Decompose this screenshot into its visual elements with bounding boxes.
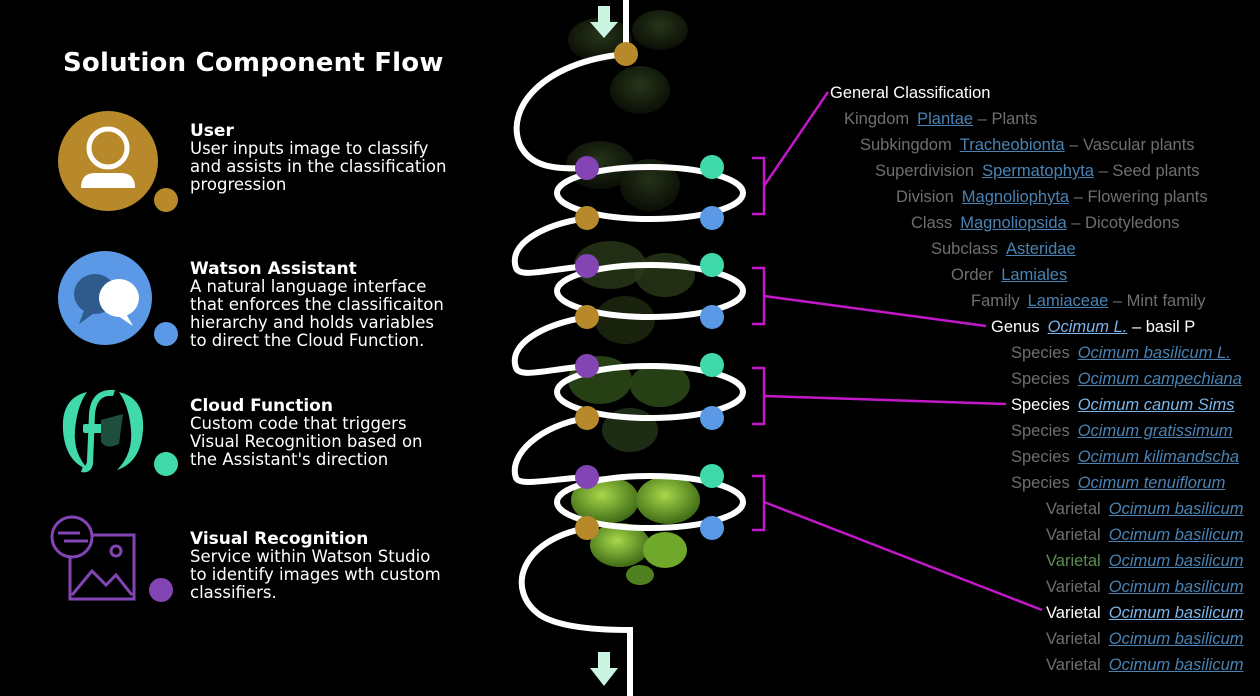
taxon-link[interactable]: Tracheobionta (959, 136, 1065, 154)
taxon-link[interactable]: Ocimum tenuiflorum (1077, 474, 1226, 492)
component-name: User (190, 121, 234, 141)
taxonomy-row-family: Family Lamiaceae – Mint family (971, 292, 1206, 310)
component-description: A natural language interface that enforc… (190, 277, 444, 350)
component-name: Visual Recognition (190, 529, 369, 549)
top-arrow-icon (590, 6, 618, 38)
taxon-link[interactable]: Lamiaceae (1027, 292, 1109, 310)
taxonomy-row-order: Order Lamiales (951, 266, 1068, 284)
taxonomy-row-species: Species Ocimum kilimandscha (1011, 448, 1240, 466)
taxonomy-row-superdivision: Superdivision Spermatophyta – Seed plants (875, 162, 1200, 180)
cloud-function-dot (154, 452, 178, 476)
visual-recognition-dot (149, 578, 173, 602)
taxon-link[interactable]: Ocimum basilicum (1108, 604, 1244, 622)
spiral-path (511, 0, 746, 696)
node-visual (575, 465, 599, 489)
taxonomy-row-species: Species Ocimum basilicum L. (1011, 344, 1231, 362)
component-name: Cloud Function (190, 396, 333, 416)
node-user (575, 516, 599, 540)
node-visual (575, 156, 599, 180)
taxon-link[interactable]: Ocimum L. (1047, 318, 1128, 336)
taxonomy-row-varietal: Varietal Ocimum basilicum (1046, 552, 1244, 570)
taxon-link[interactable]: Ocimum campechiana (1077, 370, 1242, 388)
taxonomy-row-varietal: Varietal Ocimum basilicum (1046, 500, 1244, 518)
taxon-link[interactable]: Ocimum basilicum (1108, 656, 1244, 674)
node-user (575, 206, 599, 230)
node-cloud (700, 253, 724, 277)
taxon-link[interactable]: Ocimum basilicum (1108, 578, 1244, 596)
functions-icon (57, 384, 149, 481)
node-watson (700, 206, 724, 230)
taxonomy-row-genus: Genus Ocimum L. – basil P (991, 318, 1196, 336)
taxonomy-row-varietal: Varietal Ocimum basilicum (1046, 656, 1244, 674)
node-watson (700, 406, 724, 430)
taxonomy-row-varietal: Varietal Ocimum basilicum (1046, 526, 1244, 544)
component-name: Watson Assistant (190, 259, 357, 279)
node-cloud (700, 464, 724, 488)
taxonomy-row-species: Species Ocimum canum Sims (1011, 396, 1235, 414)
node-user (575, 406, 599, 430)
component-user: User User inputs image to classify and a… (0, 110, 470, 230)
component-visual-recognition: Visual Recognition Service within Watson… (0, 515, 470, 635)
taxonomy-row-class: Class Magnoliopsida – Dicotyledons (911, 214, 1180, 232)
component-description: Custom code that triggers Visual Recogni… (190, 414, 423, 469)
taxonomy-row-varietal: Varietal Ocimum basilicum (1046, 604, 1244, 622)
node-visual (575, 254, 599, 278)
taxon-link[interactable]: Ocimum gratissimum (1077, 422, 1233, 440)
taxon-link[interactable]: Ocimum kilimandscha (1077, 448, 1240, 466)
taxon-link[interactable]: Ocimum basilicum (1108, 500, 1244, 518)
user-dot (154, 188, 178, 212)
taxonomy-row-species: Species Ocimum campechiana (1011, 370, 1242, 388)
taxonomy-row-kingdom: Kingdom Plantae – Plants (844, 110, 1038, 128)
component-description: Service within Watson Studio to identify… (190, 547, 441, 602)
taxonomy-row-division: Division Magnoliophyta – Flowering plants (896, 188, 1208, 206)
taxon-link[interactable]: Ocimum basilicum L. (1077, 344, 1231, 362)
taxon-link[interactable]: Magnoliopsida (960, 214, 1067, 232)
component-description: User inputs image to classify and assist… (190, 139, 447, 194)
taxonomy-row-subclass: Subclass Asteridae (931, 240, 1076, 258)
node-user (614, 42, 638, 66)
node-cloud (700, 155, 724, 179)
node-user (575, 305, 599, 329)
taxon-link[interactable]: Magnoliophyta (961, 188, 1070, 206)
node-watson (700, 305, 724, 329)
taxonomy-row-species: Species Ocimum tenuiflorum (1011, 474, 1226, 492)
image-recognition-icon (50, 515, 138, 608)
page-title: Solution Component Flow (63, 48, 444, 78)
taxon-link[interactable]: Lamiales (1001, 266, 1068, 284)
taxon-link[interactable]: Ocimum basilicum (1108, 552, 1244, 570)
taxon-link[interactable]: Ocimum basilicum (1108, 526, 1244, 544)
chat-bubbles-icon (57, 250, 153, 351)
taxon-link[interactable]: Asteridae (1005, 240, 1076, 258)
taxon-link[interactable]: Spermatophyta (982, 162, 1094, 180)
watson-dot (154, 322, 178, 346)
taxon-link[interactable]: Ocimum basilicum (1108, 630, 1244, 648)
node-visual (575, 354, 599, 378)
taxon-link[interactable]: Ocimum canum Sims (1077, 396, 1235, 414)
node-watson (700, 516, 724, 540)
connector-lines (752, 91, 1043, 612)
taxonomy-row-varietal: Varietal Ocimum basilicum (1046, 578, 1244, 596)
taxon-link[interactable]: Plantae (917, 110, 974, 128)
basil-plant-image (566, 10, 700, 585)
user-icon (57, 110, 159, 217)
component-cloud-function: Cloud Function Custom code that triggers… (0, 384, 470, 504)
component-watson-assistant: Watson Assistant A natural language inte… (0, 250, 470, 370)
taxonomy-row-subkingdom: Subkingdom Tracheobionta – Vascular plant… (860, 136, 1195, 154)
flow-nodes (575, 42, 724, 540)
taxonomy-row-varietal: Varietal Ocimum basilicum (1046, 630, 1244, 648)
general-classification-heading: General Classification (830, 84, 991, 102)
node-cloud (700, 353, 724, 377)
taxonomy-row-species: Species Ocimum gratissimum (1011, 422, 1233, 440)
bottom-arrow-icon (590, 652, 618, 686)
